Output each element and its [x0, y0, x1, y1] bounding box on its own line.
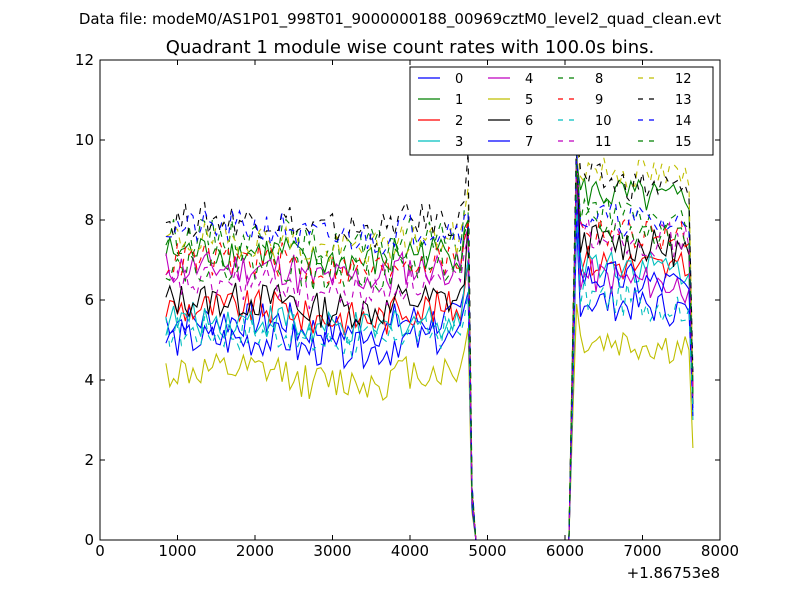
- x-tick-label: 3000: [313, 542, 351, 560]
- legend-label: 13: [675, 93, 692, 108]
- legend-label: 2: [455, 114, 463, 129]
- series-line-13: [165, 127, 694, 541]
- x-tick-label: 5000: [468, 542, 506, 560]
- x-tick-label: 0: [95, 542, 105, 560]
- legend-label: 10: [595, 114, 612, 129]
- legend-label: 0: [455, 72, 463, 87]
- legend-label: 11: [595, 135, 612, 150]
- x-tick-label: 2000: [236, 542, 274, 560]
- legend-label: 6: [525, 114, 533, 129]
- x-offset-label: +1.86753e8: [627, 564, 720, 582]
- y-tick-label: 10: [75, 131, 94, 149]
- figure-suptitle: Data file: modeM0/AS1P01_998T01_90000001…: [79, 10, 721, 29]
- series-line-15: [165, 163, 694, 541]
- series-line-9: [165, 159, 694, 541]
- legend-label: 7: [525, 135, 533, 150]
- plot-frame: [99, 59, 721, 541]
- x-tick-label: 8000: [701, 542, 739, 560]
- x-tick-label: 7000: [623, 542, 661, 560]
- series-line-11: [165, 159, 694, 541]
- legend-label: 4: [525, 72, 533, 87]
- series-line-5: [165, 303, 694, 541]
- legend-label: 14: [675, 114, 692, 129]
- y-tick-label: 2: [84, 451, 94, 469]
- legend-label: 1: [455, 93, 463, 108]
- series-line-14: [165, 147, 694, 541]
- y-tick-label: 8: [84, 211, 94, 229]
- x-tick-label: 1000: [158, 542, 196, 560]
- y-tick-label: 12: [75, 51, 94, 69]
- legend-label: 5: [525, 93, 533, 108]
- y-tick-label: 6: [84, 291, 94, 309]
- y-tick-label: 4: [84, 371, 94, 389]
- legend-label: 9: [595, 93, 603, 108]
- series-line-10: [165, 199, 694, 541]
- series-line-6: [165, 155, 694, 541]
- series-line-0: [165, 219, 694, 541]
- legend-frame: [409, 66, 714, 156]
- legend-label: 3: [455, 135, 463, 150]
- chart-title: Quadrant 1 module wise count rates with …: [166, 37, 655, 58]
- x-tick-label: 6000: [546, 542, 584, 560]
- x-tick-label: 4000: [391, 542, 429, 560]
- series-layer: [165, 127, 694, 541]
- legend-label: 15: [675, 135, 692, 150]
- y-tick-label: 0: [84, 531, 94, 549]
- series-line-8: [165, 151, 694, 541]
- ticks-layer: 0 1000 2000 3000 4000 5000 6000 7000 80000246810…: [75, 51, 739, 560]
- legend-label: 8: [595, 72, 603, 87]
- series-line-12: [165, 139, 694, 541]
- series-line-3: [165, 187, 694, 541]
- legend-label: 12: [675, 72, 692, 87]
